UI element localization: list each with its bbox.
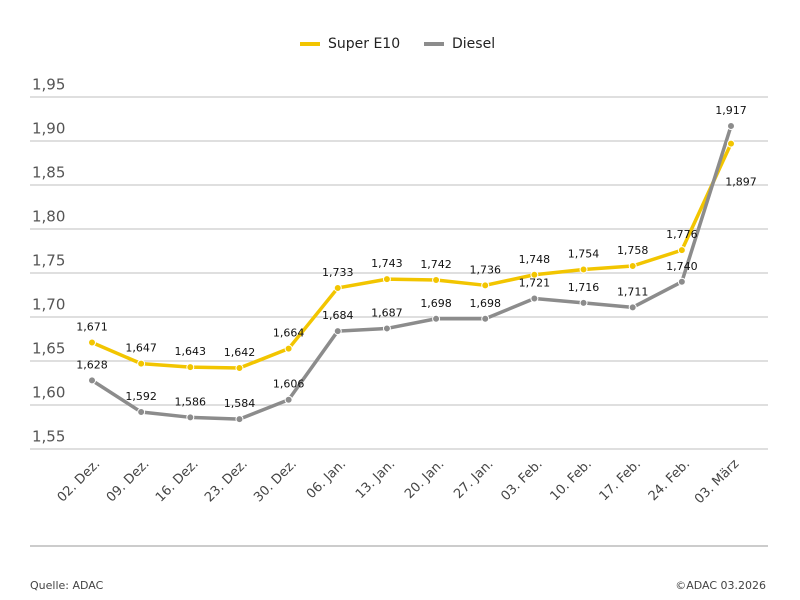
value-label: 1,776 bbox=[666, 228, 698, 241]
copyright: ©ADAC 03.2026 bbox=[675, 579, 766, 592]
value-label: 1,687 bbox=[371, 306, 403, 319]
point bbox=[88, 338, 96, 347]
value-label: 1,754 bbox=[568, 247, 600, 260]
point bbox=[382, 275, 391, 284]
point bbox=[481, 281, 490, 290]
value-label: 1,643 bbox=[175, 345, 207, 358]
y-tick-label: 1,70 bbox=[32, 296, 65, 314]
value-label: 1,736 bbox=[469, 263, 501, 276]
point bbox=[333, 327, 342, 336]
point bbox=[432, 314, 441, 323]
value-label: 1,586 bbox=[175, 395, 207, 408]
value-label: 1,584 bbox=[224, 397, 256, 410]
y-tick-label: 1,95 bbox=[32, 76, 65, 94]
x-tick-label: 27. Jan. bbox=[451, 457, 496, 502]
point bbox=[186, 413, 195, 422]
value-label: 1,592 bbox=[125, 390, 157, 403]
point bbox=[284, 395, 293, 404]
value-label: 1,698 bbox=[469, 297, 501, 310]
legend-label: Diesel bbox=[452, 36, 495, 52]
series-line bbox=[91, 125, 733, 421]
x-tick-label: 09. Dez. bbox=[104, 457, 153, 506]
legend-label: Super E10 bbox=[328, 36, 400, 52]
point bbox=[628, 261, 637, 270]
series-line bbox=[91, 142, 733, 370]
x-tick-label: 03. März bbox=[692, 457, 742, 507]
point bbox=[432, 276, 441, 285]
x-tick-label: 17. Feb. bbox=[597, 457, 644, 504]
y-tick-label: 1,80 bbox=[32, 208, 65, 226]
value-label: 1,733 bbox=[322, 266, 354, 279]
point bbox=[88, 376, 96, 385]
point bbox=[579, 298, 588, 307]
value-label: 1,606 bbox=[273, 378, 305, 391]
point bbox=[284, 344, 293, 353]
point bbox=[186, 363, 195, 372]
x-tick-label: 06. Jan. bbox=[304, 457, 349, 502]
y-tick-label: 1,85 bbox=[32, 164, 65, 182]
value-label: 1,716 bbox=[568, 281, 600, 294]
value-label: 1,897 bbox=[725, 176, 757, 189]
value-label: 1,917 bbox=[715, 104, 747, 117]
point bbox=[677, 246, 686, 255]
y-tick-label: 1,65 bbox=[32, 340, 65, 358]
x-tick-label: 30. Dez. bbox=[251, 457, 300, 506]
y-tick-label: 1,90 bbox=[32, 120, 65, 138]
point bbox=[235, 364, 244, 373]
point bbox=[628, 303, 637, 312]
point bbox=[137, 359, 146, 368]
value-label: 1,742 bbox=[420, 258, 452, 271]
x-tick-label: 23. Dez. bbox=[202, 457, 251, 506]
x-tick-label: 16. Dez. bbox=[153, 457, 202, 506]
value-label: 1,740 bbox=[666, 260, 698, 273]
point bbox=[235, 415, 244, 424]
value-label: 1,628 bbox=[76, 358, 108, 371]
x-tick-label: 10. Feb. bbox=[547, 457, 594, 504]
value-label: 1,671 bbox=[76, 321, 108, 334]
point bbox=[382, 324, 391, 333]
value-label: 1,647 bbox=[125, 342, 157, 355]
value-label: 1,684 bbox=[322, 309, 354, 322]
y-tick-label: 1,75 bbox=[32, 252, 65, 270]
x-tick-label: 02. Dez. bbox=[55, 457, 104, 506]
value-label: 1,642 bbox=[224, 346, 256, 359]
y-tick-label: 1,60 bbox=[32, 384, 65, 402]
value-label: 1,721 bbox=[519, 277, 551, 290]
value-label: 1,743 bbox=[371, 257, 403, 270]
point bbox=[137, 408, 146, 417]
value-label: 1,748 bbox=[519, 253, 551, 266]
x-tick-label: 03. Feb. bbox=[498, 457, 545, 504]
point bbox=[727, 122, 735, 131]
value-label: 1,711 bbox=[617, 285, 649, 298]
point bbox=[530, 294, 539, 303]
point bbox=[727, 139, 735, 148]
y-tick-label: 1,55 bbox=[32, 428, 65, 446]
x-tick-label: 13. Jan. bbox=[353, 457, 398, 502]
point bbox=[677, 277, 686, 286]
source: Quelle: ADAC bbox=[30, 579, 104, 592]
point bbox=[481, 314, 490, 323]
point bbox=[579, 265, 588, 274]
value-label: 1,758 bbox=[617, 244, 649, 257]
value-label: 1,664 bbox=[273, 327, 305, 340]
x-tick-label: 20. Jan. bbox=[402, 457, 447, 502]
point bbox=[530, 270, 539, 279]
point bbox=[333, 283, 342, 292]
x-tick-label: 24. Feb. bbox=[646, 457, 693, 504]
value-label: 1,698 bbox=[420, 297, 452, 310]
